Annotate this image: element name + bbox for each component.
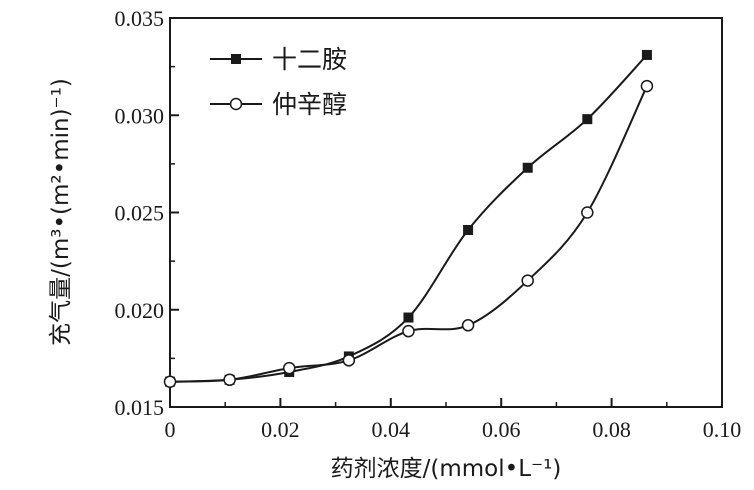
data-point-series-0 — [403, 312, 414, 323]
series-line-0 — [169, 54, 648, 383]
data-point-series-0 — [582, 114, 593, 125]
data-point-series-1 — [223, 373, 236, 387]
y-axis-title: 充气量/(m³•(m²•min)⁻¹) — [48, 78, 74, 346]
y-tick-label: 0.030 — [115, 103, 165, 128]
data-point-series-1 — [581, 206, 594, 219]
data-point-series-1 — [342, 354, 356, 367]
legend-marker-series-0 — [231, 54, 241, 64]
data-point-series-0 — [522, 162, 533, 173]
y-tick-label: 0.035 — [115, 6, 165, 31]
legend-label-series-1: 仲辛醇 — [272, 90, 347, 119]
data-point-series-1 — [163, 375, 177, 388]
x-tick-label: 0.06 — [482, 417, 521, 442]
data-point-series-1 — [640, 79, 654, 93]
legend: 十二胺 仲辛醇 — [210, 45, 347, 119]
legend-label-series-0: 十二胺 — [272, 45, 347, 74]
axis-tick-labels: 0 0.02 0.04 0.06 0.08 0.10 0.015 0.020 0.025 0.03… — [115, 6, 742, 442]
y-tick-label: 0.015 — [115, 395, 165, 420]
x-tick-label: 0.04 — [372, 417, 411, 442]
y-tick-label: 0.020 — [115, 298, 165, 323]
data-point-series-1 — [282, 361, 296, 375]
y-tick-label: 0.025 — [115, 201, 165, 226]
data-point-series-0 — [463, 225, 474, 236]
data-point-series-1 — [521, 274, 534, 287]
axis-ticks — [169, 17, 723, 408]
x-axis-title: 药剂浓度/(mmol•L⁻¹) — [331, 456, 562, 482]
x-tick-label: 0.08 — [592, 417, 631, 442]
data-point-series-1 — [402, 324, 415, 338]
data-point-series-1 — [461, 319, 475, 332]
x-tick-label: 0 — [165, 417, 176, 442]
legend-marker-series-1 — [229, 97, 243, 111]
data-point-series-0 — [641, 49, 652, 60]
series-markers — [163, 49, 654, 388]
x-tick-label: 0.02 — [261, 417, 300, 442]
plot-frame — [169, 17, 723, 408]
x-tick-label: 0.10 — [703, 417, 742, 442]
